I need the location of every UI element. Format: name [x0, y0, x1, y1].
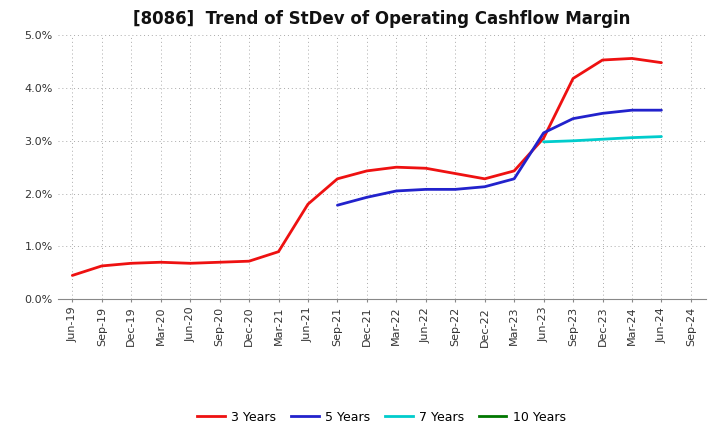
5 Years: [628, 107, 636, 113]
7 Years: [657, 134, 666, 139]
3 Years: [363, 168, 372, 173]
5 Years: [392, 188, 400, 194]
7 Years: [598, 136, 607, 142]
3 Years: [245, 259, 253, 264]
3 Years: [156, 260, 165, 265]
5 Years: [480, 184, 489, 189]
Line: 3 Years: 3 Years: [72, 59, 662, 275]
5 Years: [363, 194, 372, 200]
5 Years: [569, 116, 577, 121]
3 Years: [274, 249, 283, 254]
3 Years: [569, 76, 577, 81]
3 Years: [215, 260, 224, 265]
3 Years: [539, 136, 548, 141]
5 Years: [510, 176, 518, 181]
3 Years: [186, 260, 194, 266]
3 Years: [421, 165, 430, 171]
5 Years: [539, 130, 548, 136]
3 Years: [333, 176, 342, 181]
7 Years: [628, 135, 636, 140]
3 Years: [68, 273, 76, 278]
3 Years: [392, 165, 400, 170]
3 Years: [657, 60, 666, 65]
Legend: 3 Years, 5 Years, 7 Years, 10 Years: 3 Years, 5 Years, 7 Years, 10 Years: [192, 406, 571, 429]
5 Years: [657, 107, 666, 113]
Line: 7 Years: 7 Years: [544, 136, 662, 142]
Title: [8086]  Trend of StDev of Operating Cashflow Margin: [8086] Trend of StDev of Operating Cashf…: [133, 10, 630, 28]
5 Years: [451, 187, 459, 192]
3 Years: [304, 202, 312, 207]
5 Years: [333, 202, 342, 208]
3 Years: [510, 168, 518, 173]
3 Years: [480, 176, 489, 181]
Line: 5 Years: 5 Years: [338, 110, 662, 205]
3 Years: [97, 263, 106, 268]
7 Years: [569, 138, 577, 143]
3 Years: [451, 171, 459, 176]
5 Years: [598, 111, 607, 116]
5 Years: [421, 187, 430, 192]
3 Years: [598, 57, 607, 62]
3 Years: [127, 260, 135, 266]
7 Years: [539, 139, 548, 144]
3 Years: [628, 56, 636, 61]
